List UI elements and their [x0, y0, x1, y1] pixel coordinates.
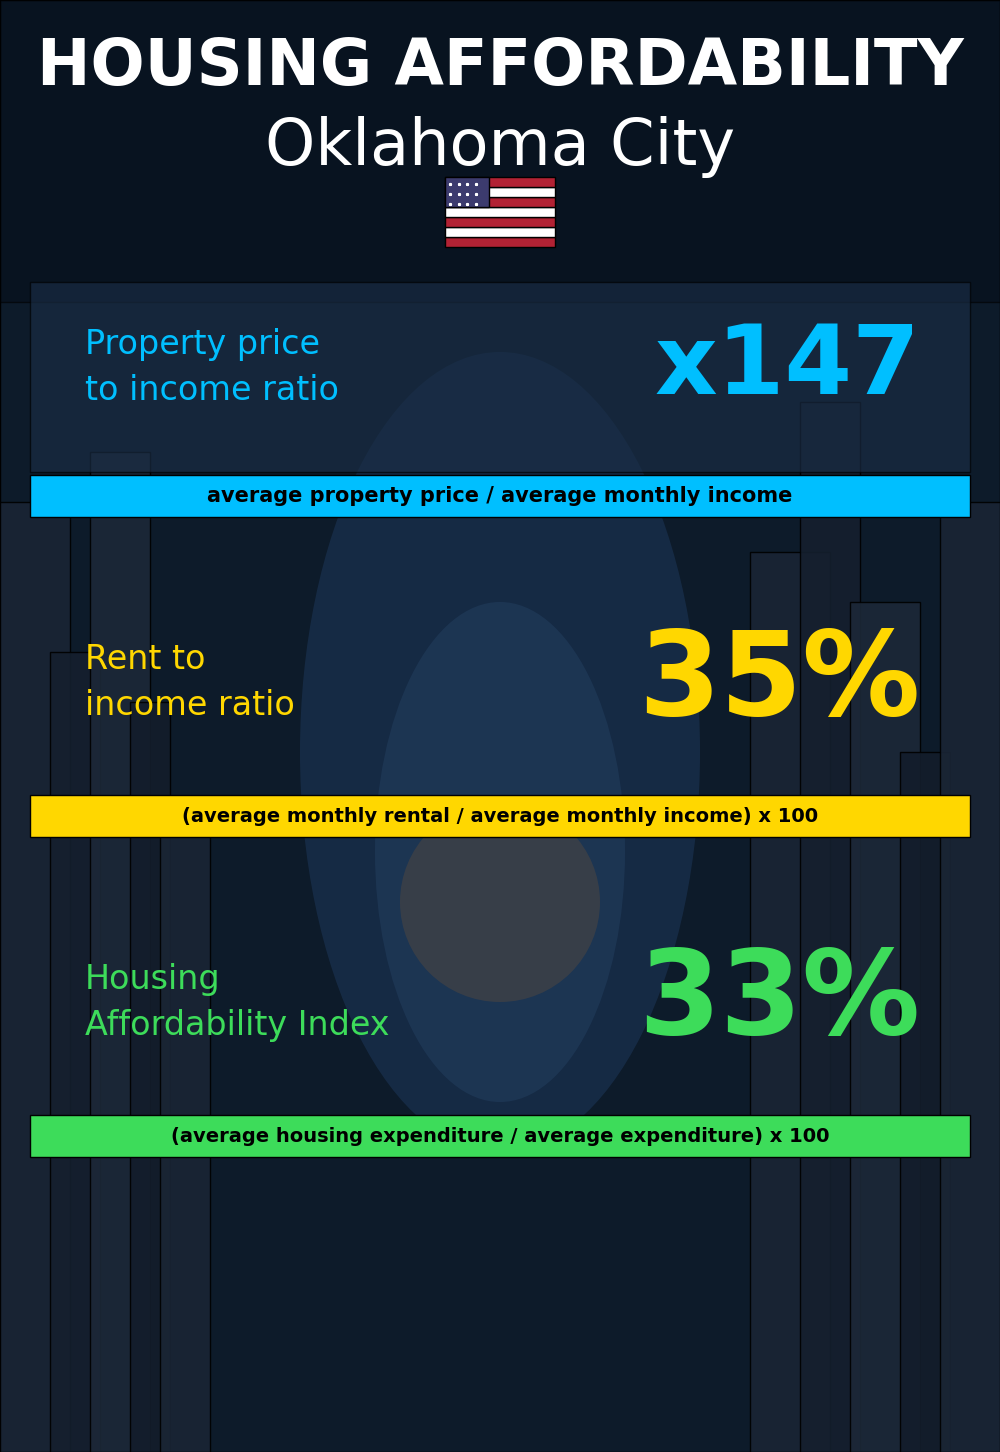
Ellipse shape — [400, 802, 600, 1002]
FancyBboxPatch shape — [445, 237, 555, 247]
Text: x147: x147 — [654, 321, 920, 414]
FancyBboxPatch shape — [850, 603, 920, 1452]
FancyBboxPatch shape — [445, 187, 555, 197]
Text: Rent to
income ratio: Rent to income ratio — [85, 642, 295, 722]
Text: (average housing expenditure / average expenditure) x 100: (average housing expenditure / average e… — [171, 1127, 829, 1146]
Text: 33%: 33% — [638, 944, 920, 1060]
FancyBboxPatch shape — [0, 502, 70, 1452]
FancyBboxPatch shape — [445, 197, 555, 208]
Text: Housing
Affordability Index: Housing Affordability Index — [85, 963, 390, 1041]
FancyBboxPatch shape — [445, 216, 555, 227]
FancyBboxPatch shape — [130, 701, 170, 1452]
Text: (average monthly rental / average monthly income) x 100: (average monthly rental / average monthl… — [182, 806, 818, 826]
Ellipse shape — [375, 603, 625, 1102]
FancyBboxPatch shape — [90, 452, 150, 1452]
FancyBboxPatch shape — [0, 0, 1000, 302]
FancyBboxPatch shape — [800, 402, 860, 1452]
Text: 35%: 35% — [638, 624, 920, 739]
FancyBboxPatch shape — [445, 177, 555, 187]
FancyBboxPatch shape — [445, 208, 555, 216]
Text: Property price
to income ratio: Property price to income ratio — [85, 328, 339, 407]
FancyBboxPatch shape — [900, 752, 950, 1452]
FancyBboxPatch shape — [50, 652, 100, 1452]
FancyBboxPatch shape — [30, 796, 970, 836]
FancyBboxPatch shape — [940, 502, 1000, 1452]
FancyBboxPatch shape — [750, 552, 830, 1452]
FancyBboxPatch shape — [30, 475, 970, 517]
Text: HOUSING AFFORDABILITY: HOUSING AFFORDABILITY — [37, 36, 963, 97]
FancyBboxPatch shape — [30, 1115, 970, 1157]
FancyBboxPatch shape — [445, 227, 555, 237]
FancyBboxPatch shape — [160, 802, 210, 1452]
Text: Oklahoma City: Oklahoma City — [265, 116, 735, 179]
Text: average property price / average monthly income: average property price / average monthly… — [207, 486, 793, 505]
Ellipse shape — [300, 351, 700, 1151]
FancyBboxPatch shape — [30, 282, 970, 472]
FancyBboxPatch shape — [445, 177, 489, 208]
